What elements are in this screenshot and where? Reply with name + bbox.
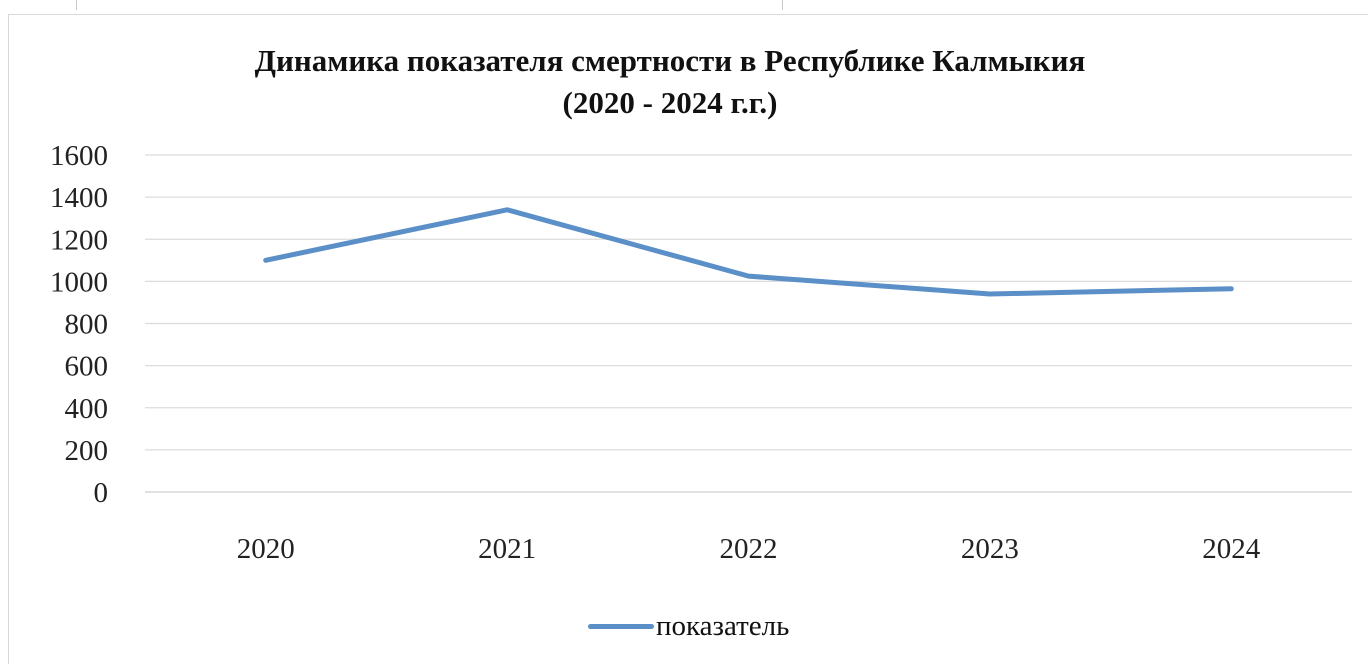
x-tick-label: 2023 <box>961 533 1019 565</box>
y-tick-label: 1000 <box>50 266 108 298</box>
x-tick-label: 2024 <box>1202 533 1261 565</box>
legend-swatch <box>588 624 654 629</box>
y-tick-label: 800 <box>65 309 109 341</box>
frame-tick <box>782 0 783 10</box>
data-point <box>748 275 749 277</box>
data-point <box>989 293 991 295</box>
y-tick-label: 0 <box>94 477 109 509</box>
legend: показатель <box>588 610 789 643</box>
legend-label: показатель <box>656 610 790 642</box>
x-tick-label: 2022 <box>720 533 778 565</box>
y-tick-label: 600 <box>65 351 109 383</box>
data-point <box>265 259 267 261</box>
y-tick-label: 1200 <box>50 224 108 256</box>
chart-title-line: Динамика показателя смертности в Республ… <box>254 43 1086 78</box>
chart-frame <box>8 14 1368 664</box>
x-tick-label: 2021 <box>478 533 536 565</box>
chart-subtitle: (2020 - 2024 г.г.) <box>562 85 778 120</box>
data-point <box>1230 288 1232 290</box>
y-tick-label: 1400 <box>50 182 108 214</box>
frame-tick <box>76 0 77 10</box>
y-tick-label: 1600 <box>50 140 108 172</box>
chart-title: Динамика показателя смертности в Республ… <box>140 40 1200 124</box>
x-tick-label: 2020 <box>237 533 295 565</box>
data-point <box>506 209 508 211</box>
y-tick-label: 400 <box>65 393 109 425</box>
y-tick-label: 200 <box>65 435 109 467</box>
